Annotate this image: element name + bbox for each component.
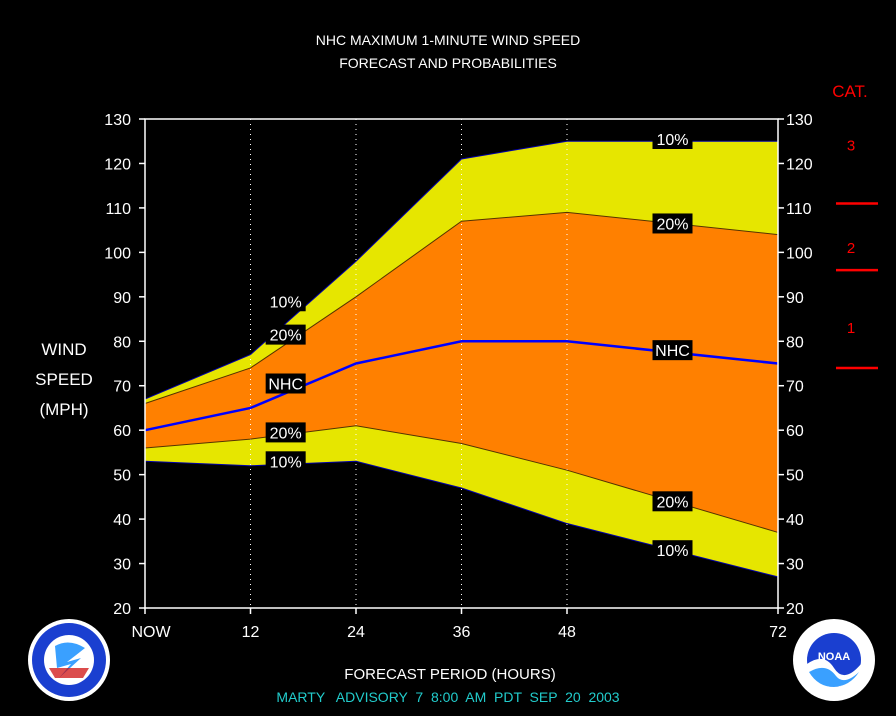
xtick-label: 36 xyxy=(453,624,471,641)
band-label: 20% xyxy=(270,425,302,442)
series-line-2 xyxy=(144,340,779,432)
xtick-label: 12 xyxy=(242,624,260,641)
ylabel-line3: (MPH) xyxy=(39,400,88,419)
band-label-box-7 xyxy=(652,340,693,361)
band-label: 10% xyxy=(656,543,688,560)
ytick-right-label: 20 xyxy=(786,601,804,618)
xtick-label: NOW xyxy=(131,624,171,641)
xlabel: FORECAST PERIOD (HOURS) xyxy=(344,666,555,683)
series-line-3 xyxy=(144,425,779,533)
category-title: CAT. xyxy=(832,82,868,101)
category-label: 1 xyxy=(847,320,855,337)
ytick-left-label: 50 xyxy=(113,468,131,485)
series-line-1 xyxy=(144,211,779,404)
ytick-left-label: 90 xyxy=(113,290,131,307)
noaa-logo-text: NOAA xyxy=(818,651,850,663)
ylabel-line1: WIND xyxy=(41,340,86,359)
noaa-logo-icon: NOAA xyxy=(793,619,875,701)
ylabel-line2: SPEED xyxy=(35,370,93,389)
ytick-left-label: 80 xyxy=(113,334,131,351)
band-label-box-8 xyxy=(652,491,693,512)
xtick-label: 24 xyxy=(347,624,365,641)
ytick-right-label: 60 xyxy=(786,423,804,440)
ytick-right-label: 100 xyxy=(786,245,813,262)
advisory-footer: MARTY ADVISORY 7 8:00 AM PDT SEP 20 2003 xyxy=(276,689,619,705)
xtick-label: 72 xyxy=(769,624,787,641)
ytick-left-label: 100 xyxy=(104,245,131,262)
ytick-left-label: 60 xyxy=(113,423,131,440)
category-label: 3 xyxy=(847,138,855,155)
chart-title-line1: NHC MAXIMUM 1-MINUTE WIND SPEED xyxy=(316,32,580,48)
ytick-left-label: 20 xyxy=(113,601,131,618)
band-label: 20% xyxy=(656,216,688,233)
ytick-right-label: 70 xyxy=(786,379,804,396)
series-line-4 xyxy=(144,460,779,578)
band-label: 20% xyxy=(656,494,688,511)
band-label-box-2 xyxy=(265,373,306,394)
ytick-left-label: 110 xyxy=(105,201,131,218)
xtick-label: 48 xyxy=(558,624,576,641)
nws-logo-icon xyxy=(28,619,110,701)
band-label-box-5 xyxy=(652,129,693,150)
chart-title-line2: FORECAST AND PROBABILITIES xyxy=(339,55,557,71)
band-label-box-3 xyxy=(265,422,306,443)
band-label: 10% xyxy=(270,294,302,311)
ytick-right-label: 40 xyxy=(786,512,804,529)
band-label: NHC xyxy=(655,343,690,360)
band-label-box-0 xyxy=(265,291,306,312)
band-label: NHC xyxy=(268,377,303,394)
band-label-box-6 xyxy=(652,213,693,234)
ytick-left-label: 30 xyxy=(113,557,131,574)
ytick-right-label: 130 xyxy=(786,112,813,129)
band-label: 10% xyxy=(656,132,688,149)
band-label-box-9 xyxy=(652,540,693,561)
series-line-0 xyxy=(144,140,778,400)
inner-probability-band xyxy=(145,212,778,533)
ytick-right-label: 120 xyxy=(786,156,813,173)
ytick-left-label: 40 xyxy=(113,512,131,529)
ytick-right-label: 110 xyxy=(786,201,812,218)
band-label-box-4 xyxy=(265,451,306,472)
ytick-right-label: 90 xyxy=(786,290,804,307)
ytick-left-label: 120 xyxy=(104,156,131,173)
band-label: 10% xyxy=(270,454,302,471)
ytick-right-label: 30 xyxy=(786,557,804,574)
ytick-left-label: 130 xyxy=(104,112,131,129)
ytick-right-label: 80 xyxy=(786,334,804,351)
category-label: 2 xyxy=(847,240,855,257)
ytick-left-label: 70 xyxy=(113,379,131,396)
ytick-right-label: 50 xyxy=(786,468,804,485)
band-label-box-1 xyxy=(265,324,306,345)
band-label: 20% xyxy=(270,328,302,345)
